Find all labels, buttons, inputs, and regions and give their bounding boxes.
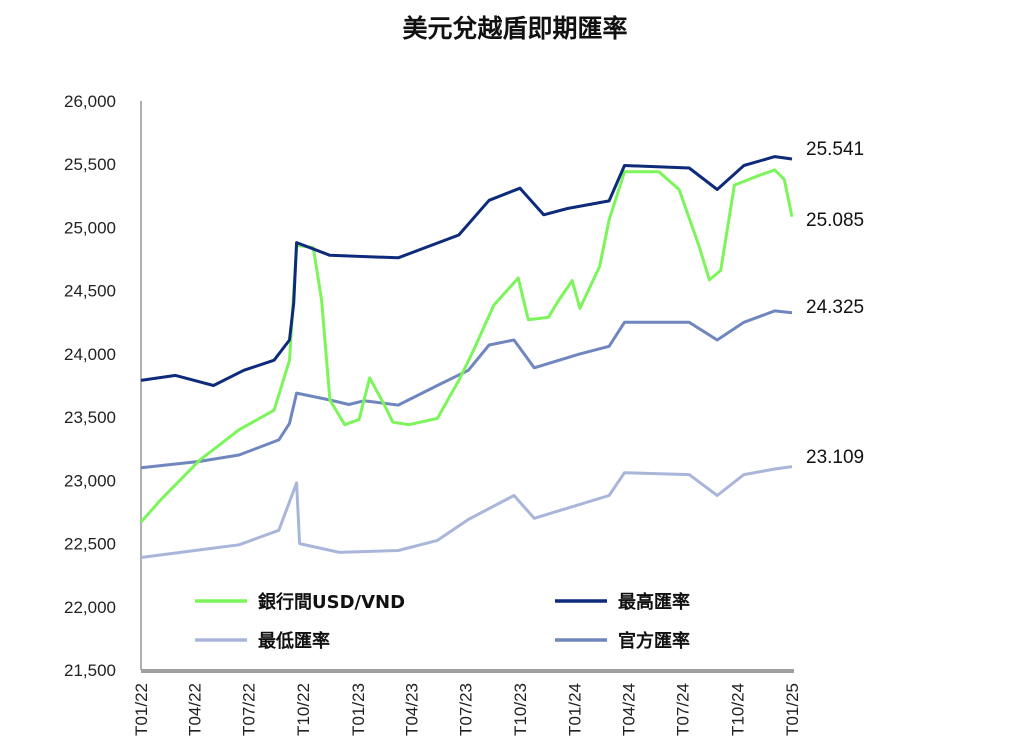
x-tick-label: T01/25 bbox=[783, 683, 802, 736]
end-labels: 25.085 25.541 23.109 24.325 bbox=[806, 139, 864, 468]
x-tick-label: T07/22 bbox=[240, 683, 259, 736]
x-tick-label: T10/23 bbox=[511, 683, 530, 736]
chart-title: 美元兌越盾即期匯率 bbox=[402, 14, 627, 43]
x-tick-label: T07/23 bbox=[456, 683, 475, 736]
end-value-label: 25.541 bbox=[806, 139, 864, 160]
y-tick-label: 26,000 bbox=[64, 92, 116, 111]
series-lines bbox=[139, 155, 794, 559]
x-tick-label: T04/24 bbox=[620, 683, 639, 736]
x-tick-label: T04/22 bbox=[185, 683, 204, 736]
axes: 21,500 22,000 22,500 23,000 23,500 24,000 24,5… bbox=[64, 92, 802, 736]
series-line bbox=[140, 155, 793, 387]
legend-label: 最高匯率 bbox=[618, 591, 690, 613]
y-tick-label: 23,000 bbox=[64, 471, 116, 490]
y-tick-label: 25,500 bbox=[64, 155, 116, 174]
legend-label: 官方匯率 bbox=[618, 630, 690, 652]
x-tick-label: T01/23 bbox=[349, 683, 368, 736]
end-value-label: 25.085 bbox=[806, 210, 864, 231]
x-tick-label: T10/22 bbox=[294, 683, 313, 736]
y-tick-label: 25,000 bbox=[64, 218, 116, 237]
x-tick-label: T01/24 bbox=[566, 683, 585, 736]
legend-label: 銀行間USD/VND bbox=[258, 591, 405, 613]
series-line bbox=[140, 309, 793, 470]
series-line bbox=[140, 465, 793, 559]
x-tick-label: T01/22 bbox=[132, 683, 151, 736]
y-tick-label: 23,500 bbox=[64, 408, 116, 427]
end-value-label: 24.325 bbox=[806, 297, 864, 318]
y-tick-label: 21,500 bbox=[64, 661, 116, 680]
y-tick-label: 22,000 bbox=[64, 598, 116, 617]
end-value-label: 23.109 bbox=[806, 447, 864, 468]
series-line bbox=[139, 168, 794, 524]
x-tick-label: T04/23 bbox=[402, 683, 421, 736]
x-tick-label: T07/24 bbox=[674, 683, 693, 736]
y-tick-label: 22,500 bbox=[64, 535, 116, 554]
y-tick-label: 24,500 bbox=[64, 282, 116, 301]
legend-label: 最低匯率 bbox=[258, 630, 330, 652]
x-tick-label: T10/24 bbox=[728, 683, 747, 736]
y-tick-label: 24,000 bbox=[64, 345, 116, 364]
